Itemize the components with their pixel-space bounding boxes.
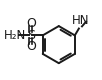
Text: S: S (27, 29, 35, 42)
Text: O: O (26, 17, 36, 30)
Text: HN: HN (72, 14, 89, 27)
Text: H₂N: H₂N (4, 29, 26, 42)
Text: O: O (26, 40, 36, 53)
